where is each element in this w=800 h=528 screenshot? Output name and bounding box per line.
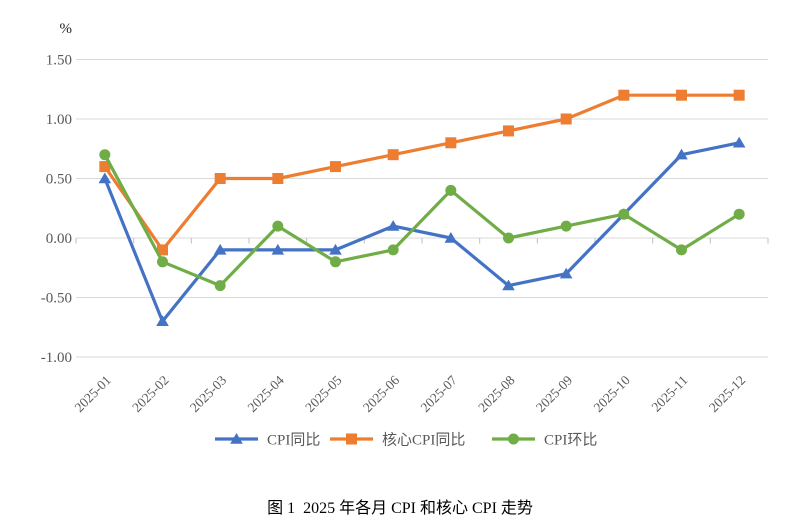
series-2-circle-marker-icon — [214, 280, 226, 292]
series-line-2 — [103, 153, 741, 288]
series-2-circle-marker-icon — [618, 208, 630, 220]
legend-item-2: CPI环比 — [492, 432, 597, 449]
series-1-square-marker-icon — [157, 244, 168, 256]
series-2-circle-marker-icon — [157, 256, 168, 268]
x-axis-category-label: 2025-05 — [302, 372, 345, 415]
series-2-circle-marker-icon — [445, 184, 457, 196]
x-axis-category-label: 2025-01 — [72, 373, 114, 415]
series-0-triangle-marker-icon — [156, 315, 169, 326]
series-1-square-marker-icon — [560, 113, 572, 125]
series-0-triangle-marker-icon — [444, 232, 458, 243]
series-0-triangle-marker-icon — [98, 172, 112, 184]
series-2-circle-marker-icon — [733, 208, 745, 220]
figure-caption: 图 1 2025 年各月 CPI 和核心 CPI 走势 — [267, 500, 533, 517]
legend-label: 核心CPI同比 — [382, 432, 465, 449]
legend-marker-icon — [230, 433, 243, 444]
series-1-square-marker-icon — [676, 89, 687, 101]
x-axis-category-label: 2025-02 — [129, 373, 171, 415]
legend-marker-icon — [508, 433, 519, 445]
series-1-square-marker-icon — [445, 137, 457, 149]
x-axis-category-label: 2025-06 — [360, 372, 403, 415]
y-axis-tick-label: -0.50 — [41, 291, 72, 307]
y-axis-unit-label: % — [60, 21, 73, 37]
series-2-circle-marker-icon — [560, 220, 572, 232]
series-0-triangle-marker-icon — [732, 136, 746, 148]
series-0-triangle-marker-icon — [675, 148, 688, 160]
series-line-1 — [103, 93, 741, 252]
x-axis-category-label: 2025-07 — [418, 372, 461, 415]
x-axis-category-label: 2025-08 — [475, 372, 518, 415]
series-1-square-marker-icon — [330, 161, 341, 173]
series-2-circle-marker-icon — [272, 220, 284, 232]
cpi-trend-chart-svg: 1.50 1.00 0.50 0.00 -0.50 -1.00% 2025-01 2025-0… — [41, 21, 769, 449]
legend-label: CPI环比 — [544, 432, 597, 449]
legend-label: CPI同比 — [267, 432, 320, 449]
series-2-circle-marker-icon — [503, 232, 514, 244]
series-line-0 — [103, 141, 741, 323]
series-0-triangle-marker-icon — [329, 243, 342, 255]
y-axis-tick-label: 0.00 — [46, 231, 72, 247]
series-1-square-marker-icon — [503, 125, 514, 137]
legend-item-0: CPI同比 — [215, 432, 320, 449]
x-axis-category-label: 2025-04 — [245, 372, 288, 415]
cpi-trend-chart: 1.50 1.00 0.50 0.00 -0.50 -1.00% 2025-01 2025-0… — [41, 21, 769, 449]
y-axis-tick-label: 1.00 — [46, 112, 72, 128]
x-axis-category-label: 2025-12 — [706, 373, 748, 415]
series-1-square-marker-icon — [387, 149, 399, 161]
series-0-triangle-marker-icon — [559, 267, 573, 279]
x-axis-category-label: 2025-09 — [533, 372, 576, 415]
x-axis-category-label: 2025-10 — [591, 372, 634, 415]
series-1-square-marker-icon — [214, 173, 226, 184]
series-2-circle-marker-icon — [387, 244, 399, 256]
series-1-square-marker-icon — [272, 173, 284, 184]
series-1-square-marker-icon — [733, 89, 745, 101]
series-0-triangle-marker-icon — [386, 220, 400, 231]
series-1-square-marker-icon — [618, 89, 630, 101]
series-0-triangle-marker-icon — [271, 243, 285, 255]
series-0-triangle-marker-icon — [502, 279, 515, 291]
series-2-circle-marker-icon — [330, 256, 341, 268]
legend-marker-icon — [346, 433, 357, 445]
series-1-square-marker-icon — [99, 161, 111, 173]
series-2-circle-marker-icon — [99, 149, 111, 161]
x-axis-category-label: 2025-11 — [649, 373, 691, 415]
y-axis-tick-label: -1.00 — [41, 350, 72, 366]
series-0-triangle-marker-icon — [213, 243, 227, 255]
y-axis-tick-label: 1.50 — [46, 53, 72, 69]
series-2-circle-marker-icon — [676, 244, 687, 256]
x-axis-category-label: 2025-03 — [187, 372, 230, 415]
y-axis-tick-label: 0.50 — [46, 172, 72, 188]
